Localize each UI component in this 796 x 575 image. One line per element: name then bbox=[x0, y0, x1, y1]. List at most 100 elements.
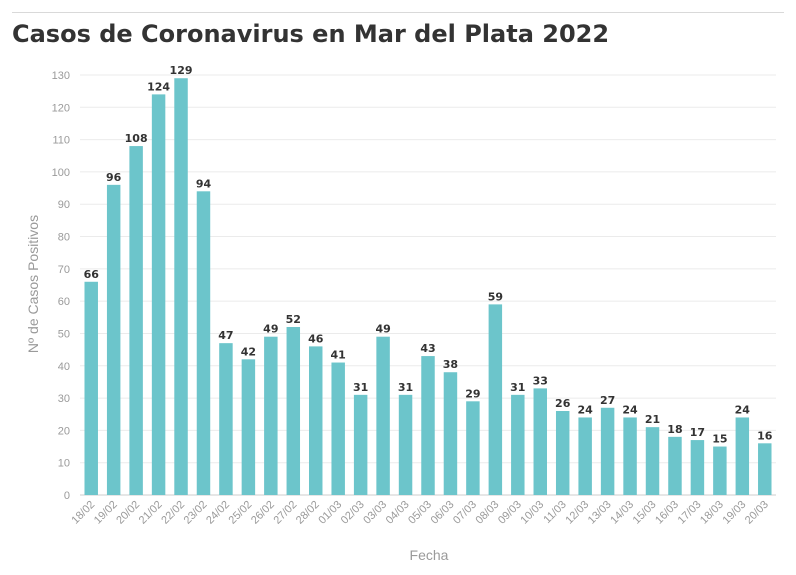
y-tick-label: 10 bbox=[58, 458, 70, 470]
x-tick-label: 17/03 bbox=[676, 499, 704, 527]
x-tick-label: 10/03 bbox=[518, 499, 546, 527]
y-tick-label: 110 bbox=[52, 135, 70, 147]
x-axis-ticks: 18/0219/0220/0221/0222/0223/0224/0225/02… bbox=[69, 499, 771, 527]
x-tick-label: 18/02 bbox=[69, 499, 97, 527]
bar bbox=[623, 417, 637, 495]
x-tick-label: 18/03 bbox=[698, 499, 726, 527]
bar bbox=[668, 436, 682, 495]
bar bbox=[466, 401, 480, 495]
y-tick-label: 0 bbox=[64, 490, 70, 502]
x-tick-label: 22/02 bbox=[159, 499, 187, 527]
x-tick-label: 15/03 bbox=[631, 499, 659, 527]
data-label: 26 bbox=[555, 397, 571, 410]
x-tick-label: 19/02 bbox=[92, 499, 120, 527]
y-tick-label: 100 bbox=[52, 167, 70, 179]
bar bbox=[421, 356, 435, 495]
data-label: 42 bbox=[241, 345, 256, 358]
y-tick-label: 60 bbox=[58, 296, 70, 308]
data-label: 43 bbox=[420, 342, 435, 355]
data-label: 24 bbox=[735, 403, 751, 416]
bar bbox=[511, 394, 525, 495]
bar bbox=[286, 327, 301, 495]
data-label: 66 bbox=[84, 268, 100, 281]
bar bbox=[758, 443, 772, 495]
x-tick-label: 25/02 bbox=[227, 499, 255, 527]
x-tick-label: 20/03 bbox=[743, 499, 771, 527]
y-tick-label: 30 bbox=[58, 393, 70, 405]
x-tick-label: 08/03 bbox=[474, 499, 502, 527]
bar bbox=[600, 407, 615, 495]
top-divider bbox=[12, 12, 784, 13]
data-label: 94 bbox=[196, 177, 212, 190]
data-label: 52 bbox=[286, 313, 301, 326]
data-label: 17 bbox=[690, 426, 705, 439]
bar bbox=[196, 191, 211, 496]
bar bbox=[106, 184, 121, 495]
data-label: 49 bbox=[375, 323, 390, 336]
y-axis-title: Nº de Casos Positivos bbox=[25, 215, 41, 353]
x-tick-label: 28/02 bbox=[294, 499, 322, 527]
bar bbox=[398, 394, 413, 495]
bar bbox=[645, 427, 660, 495]
y-axis-ticks: 0 10 20 30 40 50 60 70 80 90 100 110 120 130 bbox=[52, 70, 70, 502]
data-label: 24 bbox=[578, 403, 594, 416]
bar bbox=[309, 346, 323, 495]
bar bbox=[241, 359, 256, 495]
x-tick-label: 19/03 bbox=[720, 499, 748, 527]
data-label: 96 bbox=[106, 171, 122, 184]
data-label: 31 bbox=[353, 381, 368, 394]
y-tick-label: 120 bbox=[52, 102, 70, 114]
x-tick-label: 03/03 bbox=[361, 499, 389, 527]
data-label: 15 bbox=[712, 433, 727, 446]
data-label: 59 bbox=[488, 290, 503, 303]
data-label: 29 bbox=[465, 387, 480, 400]
x-tick-label: 14/03 bbox=[608, 499, 636, 527]
y-tick-label: 130 bbox=[52, 70, 70, 82]
data-label: 49 bbox=[263, 323, 278, 336]
data-label: 24 bbox=[622, 403, 638, 416]
bar bbox=[533, 388, 547, 495]
bar bbox=[174, 78, 188, 495]
bar bbox=[376, 336, 390, 495]
data-label: 124 bbox=[147, 80, 170, 93]
data-label: 21 bbox=[645, 413, 660, 426]
bars bbox=[84, 78, 772, 496]
data-label: 108 bbox=[125, 132, 148, 145]
data-label: 38 bbox=[443, 358, 458, 371]
x-tick-label: 26/02 bbox=[249, 499, 277, 527]
x-tick-label: 02/03 bbox=[339, 499, 367, 527]
x-tick-label: 24/02 bbox=[204, 499, 232, 527]
x-tick-label: 01/03 bbox=[316, 499, 344, 527]
x-tick-label: 16/03 bbox=[653, 499, 681, 527]
bar bbox=[353, 394, 368, 495]
data-label: 33 bbox=[533, 374, 548, 387]
y-tick-label: 70 bbox=[58, 264, 70, 276]
bar bbox=[331, 362, 345, 495]
x-tick-label: 11/03 bbox=[541, 499, 568, 526]
y-tick-label: 40 bbox=[58, 361, 70, 373]
y-tick-label: 90 bbox=[58, 199, 70, 211]
data-label: 129 bbox=[170, 64, 193, 77]
bar bbox=[129, 146, 143, 496]
data-label: 31 bbox=[398, 381, 413, 394]
x-tick-label: 12/03 bbox=[563, 499, 591, 527]
y-tick-label: 50 bbox=[58, 328, 70, 340]
bar bbox=[578, 417, 592, 495]
x-tick-label: 23/02 bbox=[182, 499, 210, 527]
data-label: 41 bbox=[331, 349, 346, 362]
x-tick-label: 13/03 bbox=[586, 499, 614, 527]
bar bbox=[735, 417, 750, 495]
bar bbox=[488, 304, 503, 495]
y-tick-label: 20 bbox=[58, 425, 70, 437]
x-tick-label: 06/03 bbox=[429, 499, 457, 527]
x-tick-label: 20/02 bbox=[114, 499, 142, 527]
gridlines bbox=[80, 74, 776, 496]
bar bbox=[264, 336, 278, 495]
data-label: 31 bbox=[510, 381, 525, 394]
x-tick-label: 04/03 bbox=[384, 499, 412, 527]
x-tick-label: 09/03 bbox=[496, 499, 524, 527]
data-label: 27 bbox=[600, 394, 615, 407]
data-label: 47 bbox=[218, 329, 233, 342]
bar bbox=[443, 372, 458, 495]
